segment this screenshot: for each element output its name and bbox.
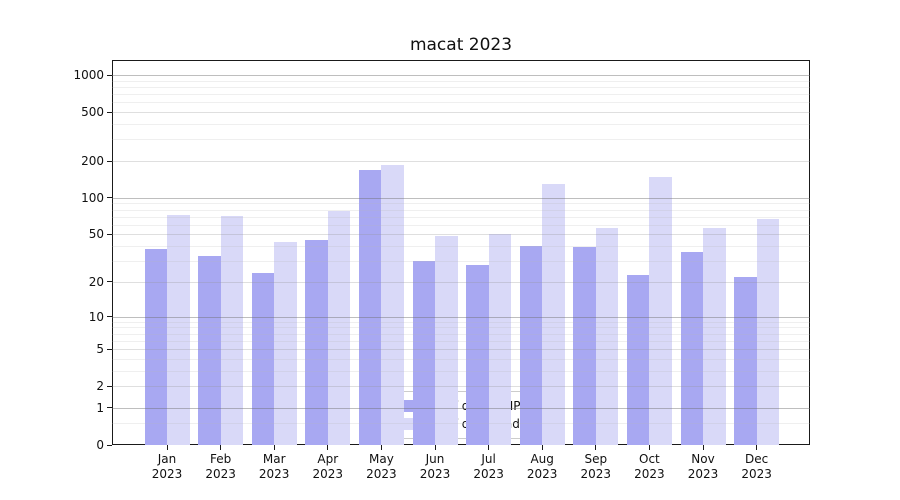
bar-downloads-nov: [703, 227, 726, 445]
bar-downloads-jun: [435, 235, 458, 445]
xtick-month: Apr: [317, 452, 339, 466]
xtick-year: 2023: [634, 467, 665, 481]
bar-distinct-ips-mar: [251, 272, 275, 445]
ytick-2: [107, 385, 112, 387]
bar-downloads-jan: [167, 215, 190, 445]
xtick-year: 2023: [741, 467, 772, 481]
bar-downloads-sep: [595, 227, 619, 445]
xtick-sep: [595, 445, 597, 450]
xtick-month: Feb: [209, 452, 232, 466]
ytick-label-5: 5: [96, 342, 104, 357]
ytick-label-200: 200: [81, 154, 104, 169]
xtick-month: Oct: [639, 452, 660, 466]
ytick-500: [107, 111, 112, 113]
xtick-year: 2023: [312, 467, 344, 481]
ytick-1000: [107, 74, 112, 76]
ytick-label-500: 500: [81, 105, 104, 120]
xtick-label-mar: Mar 2023: [244, 452, 304, 482]
xtick-label-nov: Nov 2023: [673, 452, 733, 482]
ytick-label-1: 1: [96, 400, 104, 415]
bar-distinct-ips-apr: [305, 239, 328, 445]
bar-downloads-feb: [220, 215, 244, 445]
xtick-year: 2023: [151, 467, 183, 481]
xtick-label-may: May 2023: [351, 452, 411, 482]
xtick-year: 2023: [473, 467, 504, 481]
xtick-year: 2023: [205, 467, 236, 481]
xtick-label-jul: Jul 2023: [459, 452, 519, 482]
ytick-100: [107, 197, 112, 199]
ytick-label-10: 10: [88, 309, 104, 324]
ytick-label-100: 100: [81, 190, 104, 205]
xtick-year: 2023: [366, 467, 397, 481]
xtick-month: Dec: [744, 452, 769, 466]
bar-distinct-ips-jan: [144, 248, 167, 445]
xtick-year: 2023: [526, 467, 558, 481]
ytick-5: [107, 348, 112, 350]
bar-distinct-ips-oct: [626, 274, 650, 445]
xtick-label-sep: Sep 2023: [566, 452, 626, 482]
xtick-month: Aug: [530, 452, 554, 466]
xtick-dec: [756, 445, 758, 450]
xtick-label-jun: Jun 2023: [405, 452, 465, 482]
bar-downloads-jul: [488, 234, 512, 445]
xtick-jan: [166, 445, 168, 450]
xtick-month: Mar: [262, 452, 286, 466]
xtick-year: 2023: [258, 467, 290, 481]
bar-downloads-apr: [327, 211, 351, 445]
xtick-mar: [273, 445, 275, 450]
ytick-200: [107, 160, 112, 162]
xtick-month: Jul: [481, 452, 496, 466]
bar-distinct-ips-may: [358, 169, 382, 445]
ytick-10: [107, 316, 112, 318]
ytick-label-20: 20: [88, 274, 104, 289]
chart-title: macat 2023: [409, 35, 513, 55]
ytick-label-1000: 1000: [73, 68, 104, 83]
ytick-1: [107, 407, 112, 409]
xtick-feb: [220, 445, 222, 450]
bar-distinct-ips-jul: [466, 264, 489, 445]
ytick-20: [107, 281, 112, 283]
xtick-year: 2023: [419, 467, 451, 481]
xtick-month: Sep: [584, 452, 608, 466]
legend-item-distinct-ips: Nb of distinct IPs: [388, 399, 535, 413]
xtick-may: [380, 445, 382, 450]
legend-item-downloads: Nb of downloads: [388, 417, 535, 431]
xtick-label-oct: Oct 2023: [619, 452, 679, 482]
xtick-year: 2023: [687, 467, 719, 481]
xtick-month: Nov: [691, 452, 715, 466]
ytick-label-0: 0: [96, 438, 104, 452]
xtick-jun: [434, 445, 436, 450]
plot-area: [112, 60, 810, 445]
xtick-apr: [327, 445, 329, 450]
xtick-label-dec: Dec 2023: [727, 452, 787, 482]
xtick-aug: [541, 445, 543, 450]
ytick-label-50: 50: [88, 227, 104, 242]
bar-downloads-oct: [649, 177, 672, 445]
xtick-label-apr: Apr 2023: [298, 452, 358, 482]
xtick-nov: [702, 445, 704, 450]
bar-distinct-ips-nov: [680, 251, 703, 445]
bar-downloads-mar: [274, 242, 297, 445]
ytick-label-2: 2: [96, 379, 104, 394]
xtick-month: Jun: [425, 452, 445, 466]
xtick-jul: [488, 445, 490, 450]
xtick-label-jan: Jan 2023: [137, 452, 197, 482]
bar-distinct-ips-dec: [734, 277, 757, 445]
bar-downloads-dec: [756, 219, 780, 445]
bar-distinct-ips-aug: [519, 246, 543, 445]
bar-downloads-may: [381, 164, 404, 445]
ytick-0: [107, 444, 112, 446]
xtick-month: May: [368, 452, 394, 466]
xtick-label-aug: Aug 2023: [512, 452, 572, 482]
bar-distinct-ips-feb: [198, 256, 221, 445]
bar-downloads-aug: [542, 183, 565, 445]
xtick-oct: [648, 445, 650, 450]
xtick-year: 2023: [580, 467, 612, 481]
ytick-50: [107, 233, 112, 235]
xtick-month: Jan: [157, 452, 177, 466]
bar-distinct-ips-sep: [573, 247, 596, 445]
bar-distinct-ips-jun: [412, 261, 435, 445]
xtick-label-feb: Feb 2023: [191, 452, 251, 482]
